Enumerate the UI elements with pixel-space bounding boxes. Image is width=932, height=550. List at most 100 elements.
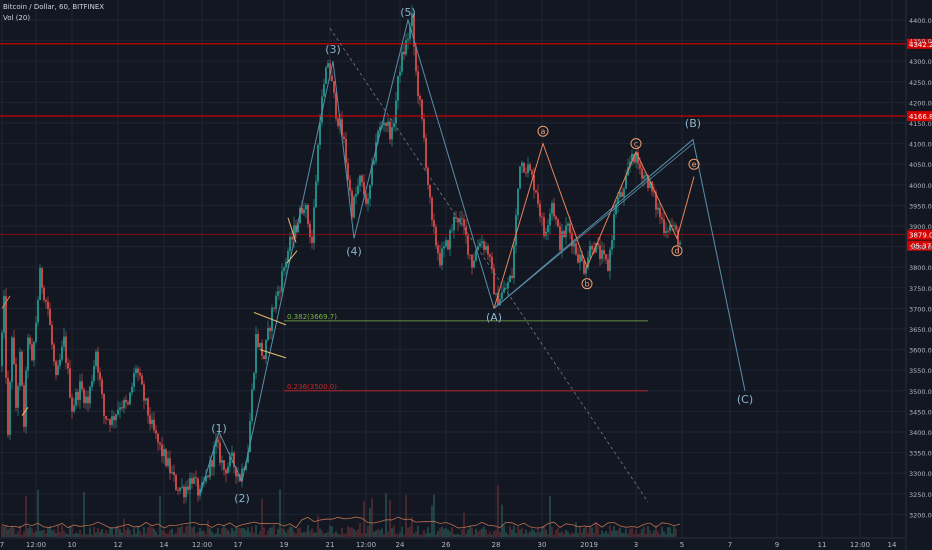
volume-bar	[81, 534, 83, 537]
volume-bar	[591, 527, 593, 537]
candle-body	[117, 409, 119, 415]
candle-body	[621, 192, 623, 197]
volume-bar	[457, 533, 459, 537]
candle-body	[139, 372, 141, 376]
candle-body	[669, 225, 671, 231]
volume-bar	[605, 531, 607, 537]
volume-bar	[337, 533, 339, 537]
current-price-label: 3879.0	[909, 232, 932, 240]
candle-body	[207, 475, 209, 478]
abcde-wave-line	[493, 141, 695, 309]
volume-bar	[145, 533, 147, 537]
volume-bar	[571, 532, 573, 537]
volume-bar	[123, 518, 125, 537]
candle-body	[3, 296, 5, 333]
candle-body	[349, 179, 351, 191]
wave-drawings[interactable]	[1, 18, 746, 503]
volume-bar	[169, 530, 171, 537]
volume-bar	[377, 528, 379, 537]
volume-bar	[293, 531, 295, 537]
volume-bar	[535, 532, 537, 537]
price-axis[interactable]: 4400.0 4350.0 4300.0 4250.0 4200.0 4150.0 4100…	[905, 0, 932, 550]
volume-bar	[117, 525, 119, 537]
candle-body	[369, 184, 371, 199]
volume-bar	[671, 533, 673, 537]
candle-body	[187, 486, 189, 490]
volume-bar	[277, 528, 279, 537]
volume-bar	[669, 527, 671, 537]
volume-bar	[413, 533, 415, 537]
candle-body	[367, 198, 369, 204]
candle-body	[35, 322, 37, 342]
candle-body	[361, 175, 363, 183]
time-axis[interactable]: 7 12:00 10 12 14 12:00 17 19 21 12:00 24 26 28 30 2019…	[0, 537, 906, 549]
chart-grid	[0, 0, 906, 538]
candle-body	[471, 254, 473, 268]
volume-bar	[657, 531, 659, 537]
candle-body	[437, 245, 439, 254]
volume-bar	[509, 526, 511, 537]
candle-body	[359, 175, 361, 186]
candle-body	[481, 241, 483, 243]
candle-body	[487, 246, 489, 255]
volume-bar	[9, 527, 11, 537]
volume-bar	[569, 534, 571, 537]
volume-bar	[185, 526, 187, 537]
volume-bar	[263, 527, 265, 537]
volume-bar	[483, 526, 485, 537]
candle-body	[545, 231, 547, 236]
volume-bar	[391, 528, 393, 537]
candle-body	[179, 487, 181, 491]
volume-bar	[147, 527, 149, 537]
wave-label: (A)	[486, 311, 502, 324]
candle-body	[503, 288, 505, 293]
candle-body	[497, 293, 499, 306]
candle-body	[505, 288, 507, 290]
volume-bar	[303, 532, 305, 537]
candle-body	[377, 130, 379, 142]
horizontal-levels[interactable]: 4342.2 4166.8 3879.0 05:37 0.382(3669.7) 0.23…	[0, 38, 932, 392]
candle-body	[113, 416, 115, 421]
volume-bar	[261, 499, 263, 537]
candle-body	[571, 232, 573, 247]
volume-bar	[25, 496, 27, 537]
volume-bar	[541, 526, 543, 537]
price-tick-label: 4050.0	[909, 161, 932, 169]
candle-body	[419, 96, 421, 100]
candle-body	[579, 254, 581, 263]
candle-body	[171, 472, 173, 474]
candle-body	[457, 218, 459, 223]
volume-bar	[579, 526, 581, 537]
volume-bar	[513, 525, 515, 537]
volume-bar	[211, 531, 213, 537]
volume-bar	[161, 529, 163, 537]
candle-body	[103, 394, 105, 416]
volume-bar	[433, 494, 435, 537]
volume-bar	[363, 500, 365, 537]
candle-body	[467, 235, 469, 255]
candle-body	[525, 172, 527, 174]
candle-body	[227, 466, 229, 474]
candle-body	[447, 240, 449, 250]
candle-body	[387, 121, 389, 126]
price-tick-label: 3300.0	[909, 470, 932, 478]
candle-body	[549, 213, 551, 226]
volume-bar	[451, 527, 453, 537]
volume-bar	[15, 534, 17, 537]
candle-body	[145, 398, 147, 401]
candle-body	[67, 362, 69, 369]
candle-body	[83, 389, 85, 404]
candle-body	[563, 231, 565, 238]
price-tick-label: 3750.0	[909, 285, 932, 293]
candle-body	[43, 287, 45, 301]
volume-bar	[199, 528, 201, 537]
price-tick-label: 3900.0	[909, 223, 932, 231]
volume-bar	[141, 534, 143, 537]
volume-bar	[667, 527, 669, 537]
volume-bar	[519, 529, 521, 537]
flag-line-lower	[259, 349, 287, 359]
candle-body	[155, 430, 157, 434]
elliott-wave-line	[199, 18, 746, 494]
volume-bar	[151, 527, 153, 537]
